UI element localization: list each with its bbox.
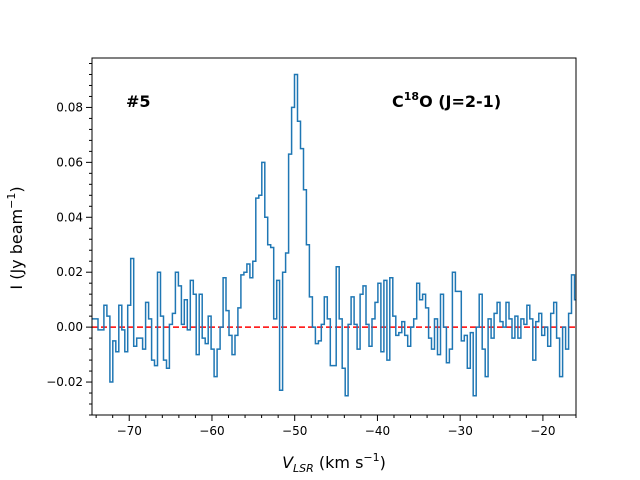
x-tick-label: −50 <box>282 424 307 438</box>
axis-ticks: −70 −60 −50 −40 −30 −20 −0.02 0.00 0.02 0.04 0.06 0… <box>46 62 577 438</box>
plot-area <box>92 73 576 397</box>
y-tick-label: 0.06 <box>56 155 83 169</box>
y-tick-label: −0.02 <box>46 375 83 389</box>
x-tick-label: −30 <box>448 424 473 438</box>
y-tick-label: 0.08 <box>56 100 83 114</box>
line-label-main: C <box>392 92 404 111</box>
y-tick-label: 0.04 <box>56 210 83 224</box>
x-tick-label: −40 <box>365 424 390 438</box>
spectrum-line <box>92 73 576 397</box>
source-label: #5 <box>126 92 151 111</box>
x-tick-label: −70 <box>117 424 142 438</box>
axes-frame <box>91 57 577 416</box>
x-axis-title: VLSR (km s−1) <box>282 451 386 475</box>
x-axis-title-unit: (km s <box>314 453 364 472</box>
y-tick-label: 0.02 <box>56 265 83 279</box>
y-axis-title-close: ) <box>7 186 26 192</box>
line-label: C18O (J=2-1) <box>392 90 501 111</box>
x-axis-title-close: ) <box>380 453 386 472</box>
line-label-rest: O (J=2-1) <box>419 92 501 111</box>
x-tick-label: −20 <box>530 424 555 438</box>
y-tick-label: 0.00 <box>56 320 83 334</box>
x-axis-title-sub: LSR <box>293 462 314 475</box>
line-label-sup: 18 <box>404 90 419 103</box>
y-axis-title: I (Jy beam−1) <box>5 186 26 289</box>
y-axis-title-main: I (Jy beam <box>7 209 26 290</box>
y-axis-title-exp: −1 <box>5 193 18 209</box>
x-tick-label: −60 <box>199 424 224 438</box>
x-axis-title-main: V <box>282 453 294 472</box>
x-axis-title-unit-exp: −1 <box>363 451 379 464</box>
